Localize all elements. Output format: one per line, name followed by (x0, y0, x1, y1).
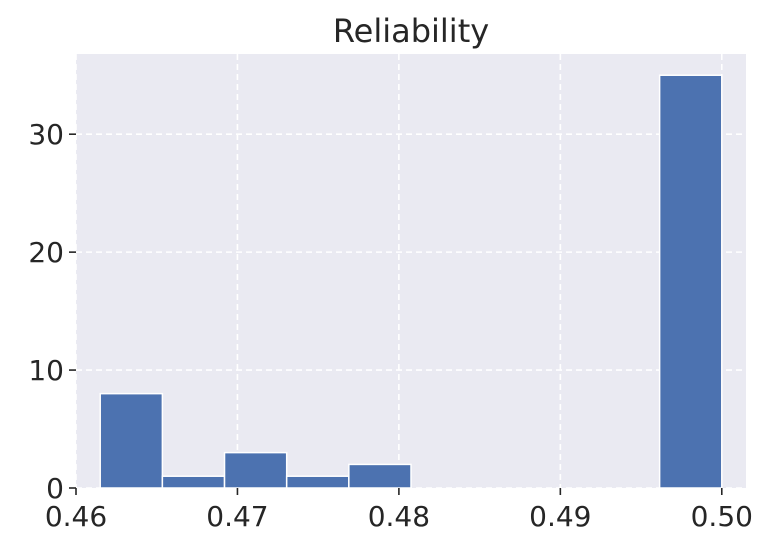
histogram-bar (99, 392, 164, 489)
axes: 0.46 0.47 0.48 0.49 0.50 0 10 20 30 (28, 118, 753, 533)
chart-title: Reliability (333, 12, 489, 50)
x-tick-label: 0.48 (368, 500, 430, 533)
x-tick-label: 0.49 (529, 500, 591, 533)
x-tick-label: 0.46 (45, 500, 107, 533)
y-tick-label: 20 (28, 236, 64, 269)
histogram-bar (161, 475, 226, 489)
x-tick-label: 0.47 (206, 500, 268, 533)
histogram-bar (223, 451, 288, 489)
histogram-bars (99, 74, 723, 489)
histogram-bar (285, 475, 350, 489)
plot-background (76, 54, 746, 488)
x-tick-label: 0.50 (691, 500, 753, 533)
y-tick-label: 0 (46, 472, 64, 505)
histogram-bar (348, 463, 412, 489)
y-tick-label: 30 (28, 118, 64, 151)
histogram-bar (658, 74, 723, 489)
y-tick-label: 10 (28, 354, 64, 387)
